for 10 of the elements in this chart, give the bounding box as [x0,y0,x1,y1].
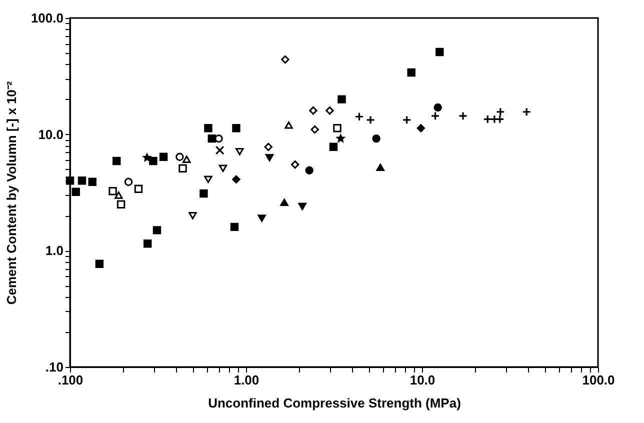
x-tick-label: 100.0 [582,372,615,388]
x-tick-label: 10.0 [410,372,436,388]
y-tick-label: 1.0 [45,243,64,258]
y-tick-label: .10 [45,360,64,374]
x-tick-label: 1.00 [234,372,260,388]
x-axis-title: Unconfined Compressive Strength (MPa) [208,396,461,410]
y-tick-label: 10.0 [38,126,64,142]
x-tick-label: .100 [58,372,84,388]
y-tick-label: 100.0 [30,10,64,26]
y-axis-title: Cement Content by Volumn [-] x 10⁻² [4,80,19,305]
